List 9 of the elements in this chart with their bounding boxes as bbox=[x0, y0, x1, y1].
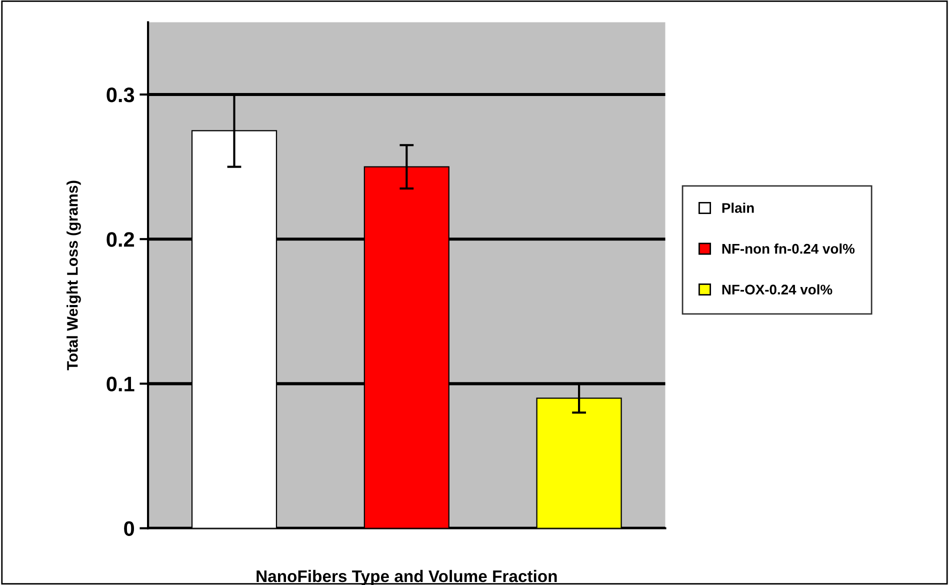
y-axis-title: Total Weight Loss (grams) bbox=[66, 180, 81, 370]
legend-label: NF-OX-0.24 vol% bbox=[722, 284, 832, 295]
y-tick-label: 0.1 bbox=[106, 376, 134, 392]
legend-label: Plain bbox=[722, 202, 754, 213]
y-tick-label: 0.3 bbox=[106, 88, 134, 102]
y-tick-label: 0.2 bbox=[106, 232, 134, 247]
x-axis-title: NanoFibers Type and Volume Fraction bbox=[256, 570, 557, 585]
legend-label: NF-non fn-0.24 vol% bbox=[722, 244, 855, 254]
y-tick-label: 0 bbox=[124, 521, 134, 536]
